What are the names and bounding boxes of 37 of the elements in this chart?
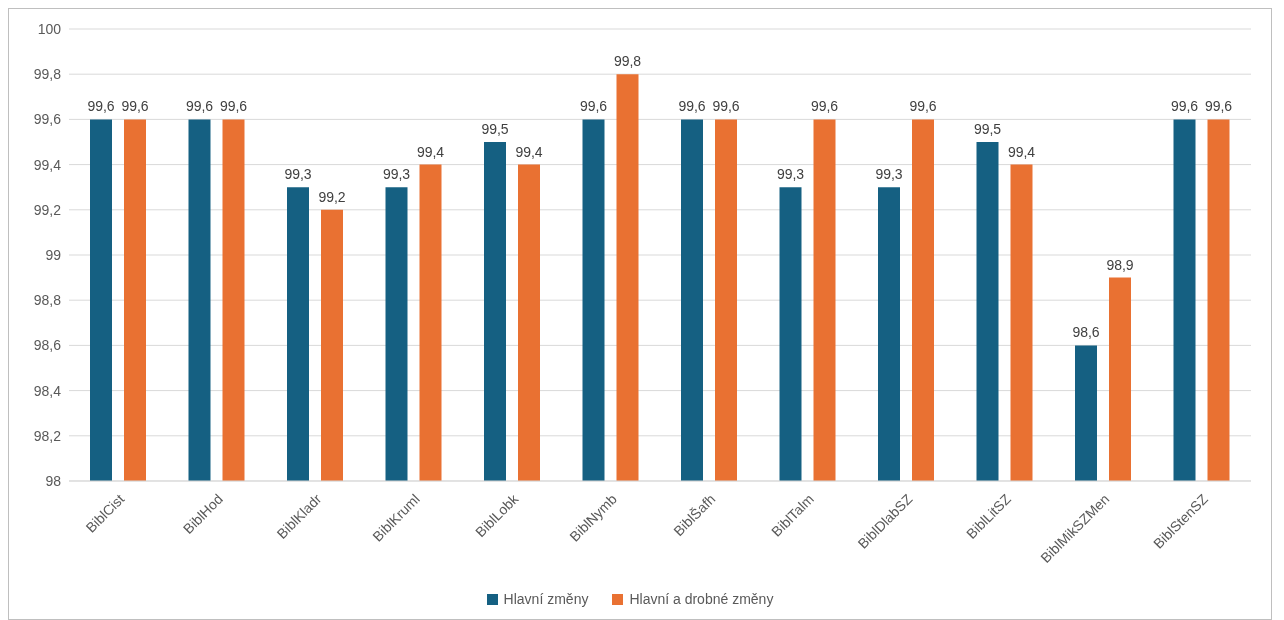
- y-tick-label: 98,2: [33, 427, 62, 444]
- data-label: 99,3: [284, 166, 312, 183]
- data-label: 99,3: [382, 166, 411, 183]
- legend-label: Hlavní změny: [502, 591, 589, 607]
- data-label: 98,6: [1072, 324, 1100, 341]
- y-tick-label: 99: [45, 246, 62, 263]
- y-tick-label: 100: [37, 20, 62, 37]
- data-label: 99,5: [481, 121, 509, 137]
- data-label: 99,4: [416, 143, 445, 160]
- data-label: 99,8: [613, 53, 642, 70]
- data-label: 99,4: [1007, 143, 1036, 160]
- y-tick-label: 99,2: [33, 201, 62, 218]
- y-tick-label: 98,6: [33, 337, 62, 354]
- data-label: 99,6: [1170, 98, 1199, 115]
- y-tick-label: 98,8: [33, 292, 62, 309]
- data-label: 99,6: [909, 98, 937, 115]
- data-label: 99,5: [973, 121, 1002, 137]
- y-tick-label: 98,4: [33, 382, 62, 399]
- y-tick-label: 98: [45, 472, 62, 489]
- data-label: 99,6: [185, 98, 214, 115]
- data-label: 99,6: [219, 98, 248, 115]
- data-label: 99,2: [318, 188, 346, 205]
- y-tick-label: 99,4: [33, 156, 62, 173]
- y-tick-label: 99,6: [33, 111, 62, 128]
- data-label: 98,9: [1106, 256, 1134, 273]
- data-label: 99,6: [1204, 98, 1233, 115]
- y-tick-label: 99,8: [33, 66, 62, 83]
- data-label: 99,3: [875, 166, 903, 183]
- legend-label: Hlavní a drobné změny: [628, 591, 774, 607]
- data-label: 99,6: [810, 98, 839, 115]
- data-label: 99,4: [515, 143, 543, 160]
- data-label: 99,6: [87, 98, 115, 115]
- data-label: 99,6: [121, 98, 149, 115]
- data-label: 99,6: [678, 98, 706, 115]
- data-label: 99,6: [712, 98, 740, 115]
- data-label: 99,6: [579, 98, 608, 115]
- data-label: 99,3: [776, 166, 805, 183]
